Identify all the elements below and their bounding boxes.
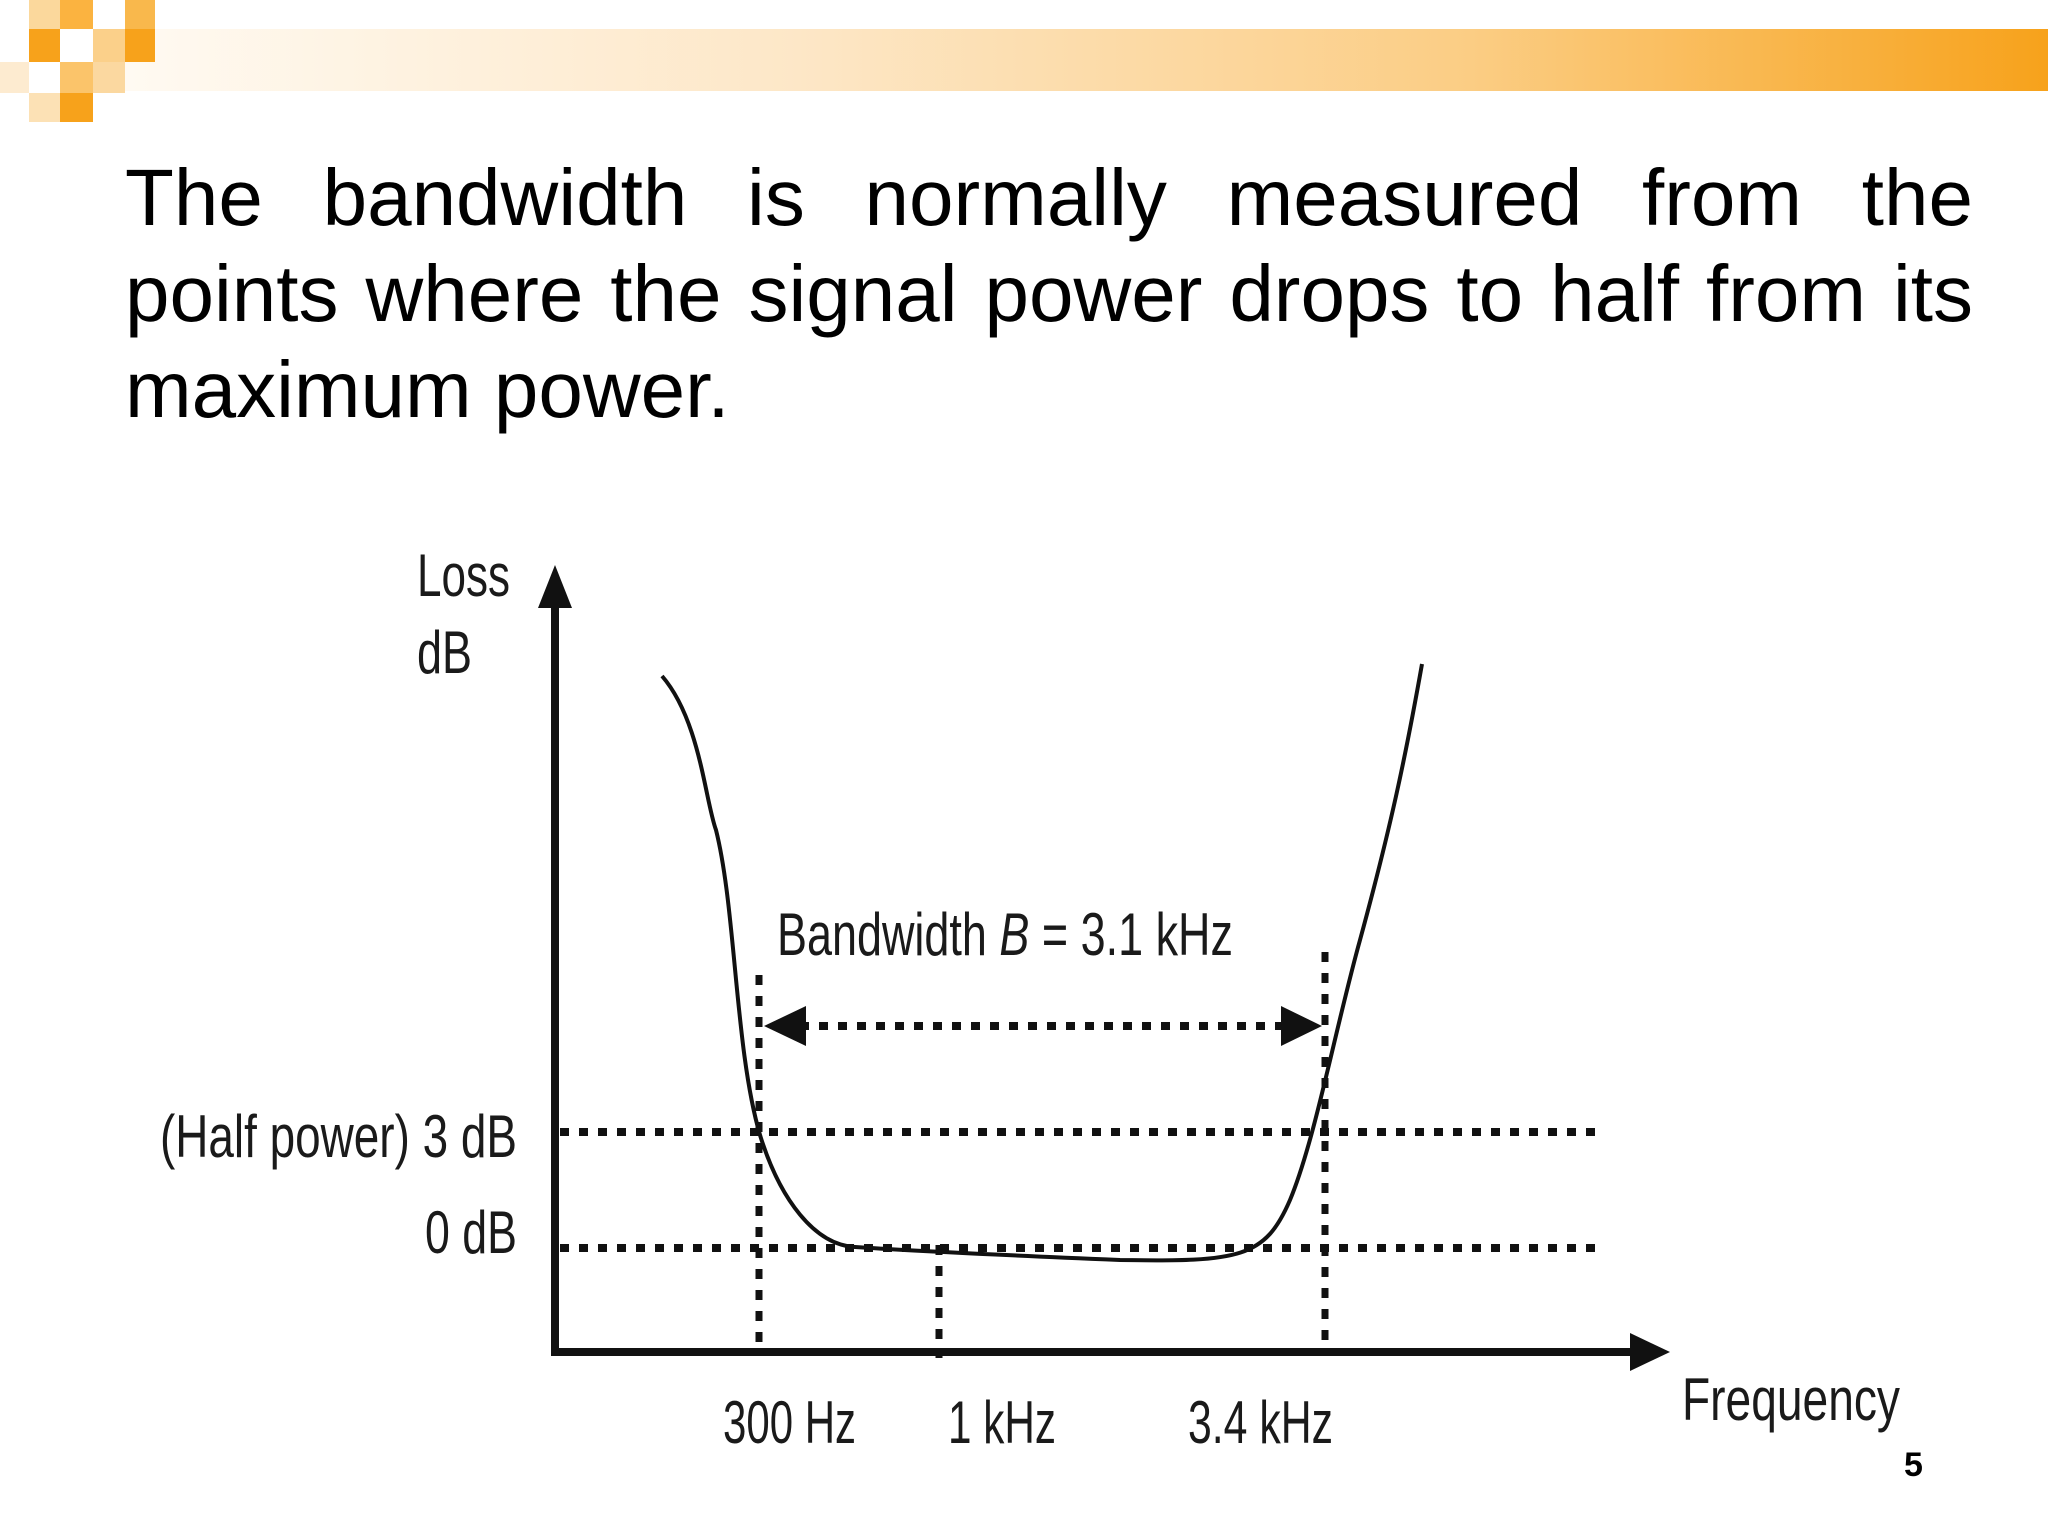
bandwidth-symbol: B xyxy=(999,901,1029,968)
header-gradient-bar xyxy=(125,29,2048,91)
logo-square-11 xyxy=(60,93,93,122)
logo-square-6 xyxy=(125,29,155,62)
logo-square-10 xyxy=(29,93,60,122)
bandwidth-arrow-right-head xyxy=(1281,1006,1322,1046)
page-number: 5 xyxy=(1904,1446,1923,1484)
freq-tick-1khz: 1 kHz xyxy=(948,1389,1056,1456)
x-axis-arrowhead xyxy=(1630,1333,1670,1371)
logo-square-2 xyxy=(60,0,93,29)
slide-paragraph: The bandwidth is normally measured from … xyxy=(125,153,1973,434)
y-axis-label-loss: Loss xyxy=(417,542,510,609)
freq-tick-300hz: 300 Hz xyxy=(723,1389,856,1456)
logo-square-7 xyxy=(0,62,29,93)
logo-square-8 xyxy=(60,62,93,93)
loss-response-curve xyxy=(660,663,1424,1263)
bandwidth-value: = 3.1 kHz xyxy=(1029,901,1233,968)
logo-square-5 xyxy=(93,29,125,62)
logo-square-3 xyxy=(125,0,155,29)
y-axis-arrowhead xyxy=(538,565,572,608)
x-axis-label-frequency: Frequency xyxy=(1682,1366,1900,1433)
freq-tick-3-4khz: 3.4 kHz xyxy=(1188,1389,1333,1456)
bandwidth-arrow-left-head xyxy=(764,1006,806,1046)
logo-square-1 xyxy=(29,0,60,29)
logo-square-9 xyxy=(93,62,125,93)
zero-db-label: 0 dB xyxy=(425,1199,517,1266)
logo-square-4 xyxy=(29,29,60,62)
bandwidth-label-prefix: Bandwidth xyxy=(777,901,999,968)
half-power-label: (Half power) 3 dB xyxy=(160,1103,517,1170)
y-axis-label-db: dB xyxy=(417,619,472,686)
bandwidth-label: Bandwidth B = 3.1 kHz xyxy=(777,901,1233,968)
